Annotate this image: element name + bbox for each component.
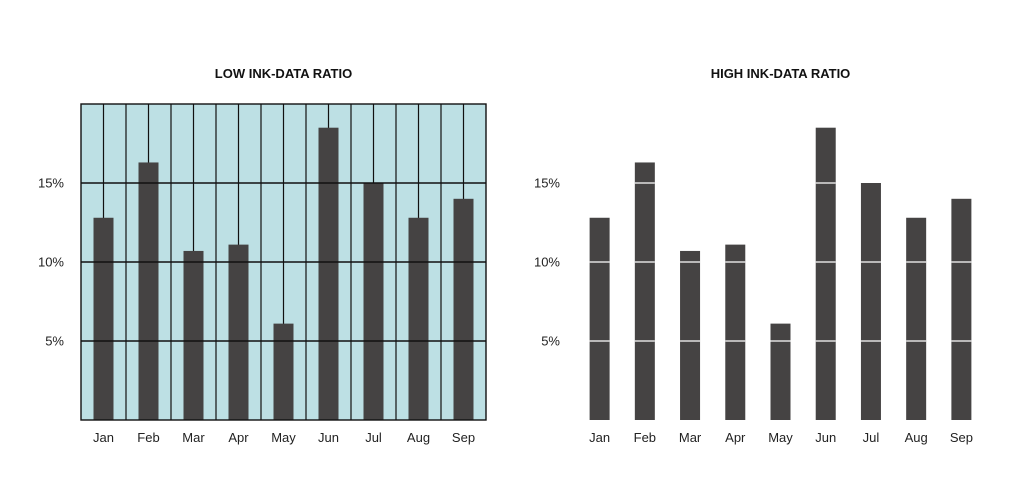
y-tick-label: 15% (38, 176, 64, 191)
y-tick-labels: 5% 10% 15% (534, 176, 560, 349)
bar-sep (453, 198, 474, 420)
x-tick-label: Mar (182, 430, 205, 445)
bar-may (770, 323, 791, 420)
y-tick-labels: 5% 10% 15% (38, 176, 64, 349)
x-tick-label: Jul (863, 430, 880, 445)
x-tick-label: Jun (815, 430, 836, 445)
bar-may (273, 323, 294, 420)
bar-jul (860, 183, 881, 420)
bar-jun (318, 127, 339, 420)
y-tick-label: 5% (541, 334, 560, 349)
x-tick-label: Apr (228, 430, 249, 445)
x-tick-label: Feb (137, 430, 159, 445)
bar-jun (815, 127, 836, 420)
bar-feb (138, 162, 159, 420)
x-tick-label: Feb (634, 430, 656, 445)
x-tick-label: Jan (93, 430, 114, 445)
x-tick-label: May (768, 430, 793, 445)
x-tick-label: Jul (365, 430, 382, 445)
x-tick-label: May (271, 430, 296, 445)
x-tick-label: Jun (318, 430, 339, 445)
bar-aug (906, 217, 927, 420)
horizontal-gridlines (81, 182, 486, 342)
bar-mar (680, 250, 701, 420)
bar-feb (634, 162, 655, 420)
bars (589, 127, 972, 420)
bar-apr (725, 244, 746, 420)
y-tick-label: 15% (534, 176, 560, 191)
bar-aug (408, 217, 429, 420)
chart-title: HIGH INK-DATA RATIO (711, 66, 851, 81)
y-tick-label: 5% (45, 334, 64, 349)
x-tick-label: Sep (950, 430, 973, 445)
bar-jan (589, 217, 610, 420)
bar-mar (183, 250, 204, 420)
y-tick-label: 10% (38, 255, 64, 270)
x-tick-label: Sep (452, 430, 475, 445)
x-tick-labels: Jan Feb Mar Apr May Jun Jul Aug Sep (93, 430, 475, 445)
bars (93, 127, 474, 420)
x-tick-label: Apr (725, 430, 746, 445)
bar-apr (228, 244, 249, 420)
x-tick-label: Aug (407, 430, 430, 445)
x-tick-labels: Jan Feb Mar Apr May Jun Jul Aug Sep (589, 430, 973, 445)
x-tick-label: Mar (679, 430, 702, 445)
y-tick-label: 10% (534, 255, 560, 270)
x-tick-label: Aug (905, 430, 928, 445)
bar-jul (363, 183, 384, 420)
bar-sep (951, 198, 972, 420)
bar-jan (93, 217, 114, 420)
chart-title: LOW INK-DATA RATIO (215, 66, 352, 81)
bar-tick-lines (589, 182, 972, 342)
high-ink-chart: HIGH INK-DATA RATIO 5% 10% 15% Jan Feb Mar Ap… (534, 66, 973, 445)
low-ink-chart: LOW INK-DATA RATIO 5% 10% 15% Jan Feb Mar Apr… (38, 66, 487, 445)
plot-frame (80, 103, 487, 421)
x-tick-label: Jan (589, 430, 610, 445)
